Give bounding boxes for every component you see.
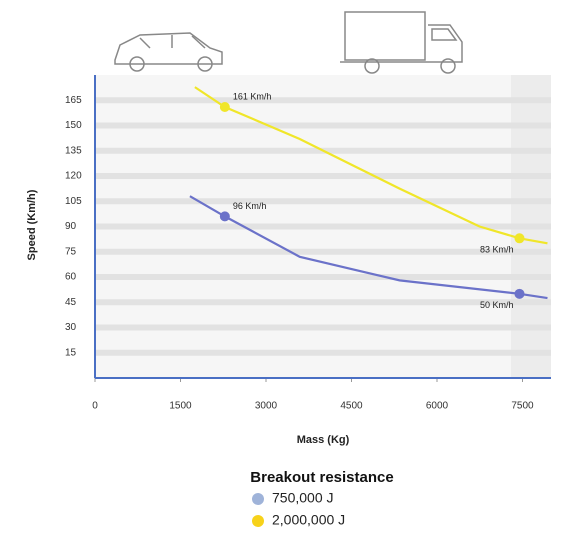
y-axis-title: Speed (Km/h) <box>26 189 38 260</box>
point-label: 83 Km/h <box>480 245 514 255</box>
truck-icon <box>340 11 463 74</box>
car-icon <box>114 32 223 72</box>
x-tick-label: 1500 <box>169 401 192 412</box>
y-tick-label: 30 <box>65 322 77 333</box>
x-tick-label: 3000 <box>255 401 278 412</box>
legend-label: 2,000,000 J <box>272 512 345 528</box>
y-tick-label: 105 <box>65 196 82 207</box>
y-tick-label: 120 <box>65 171 82 182</box>
legend-swatch <box>252 515 264 527</box>
y-tick-label: 150 <box>65 120 82 131</box>
y-tick-label: 60 <box>65 272 77 283</box>
plot-area: 15 30 45 60 75 90 105 120 135 150 165 0 1500 3000 4500… <box>65 75 551 412</box>
y-tick-label: 90 <box>65 221 77 232</box>
point-label: 161 Km/h <box>233 91 272 101</box>
x-tick-label: 6000 <box>426 401 449 412</box>
x-tick-label: 7500 <box>511 401 534 412</box>
y-tick-label: 15 <box>65 347 77 358</box>
y-tick-label: 135 <box>65 145 82 156</box>
x-tick-label: 4500 <box>340 401 363 412</box>
y-tick-label: 165 <box>65 95 82 106</box>
data-point <box>514 288 525 299</box>
legend-swatch <box>252 493 264 505</box>
legend-label: 750,000 J <box>272 490 334 506</box>
legend-title: Breakout resistance <box>250 469 393 486</box>
x-axis-title: Mass (Kg) <box>297 434 350 446</box>
y-tick-label: 75 <box>65 246 77 257</box>
data-point <box>219 101 230 112</box>
point-label: 96 Km/h <box>233 201 267 211</box>
data-point <box>514 233 525 244</box>
y-tick-label: 45 <box>65 297 77 308</box>
point-label: 50 Km/h <box>480 300 514 310</box>
x-tick-label: 0 <box>92 401 98 412</box>
data-point <box>219 211 230 222</box>
